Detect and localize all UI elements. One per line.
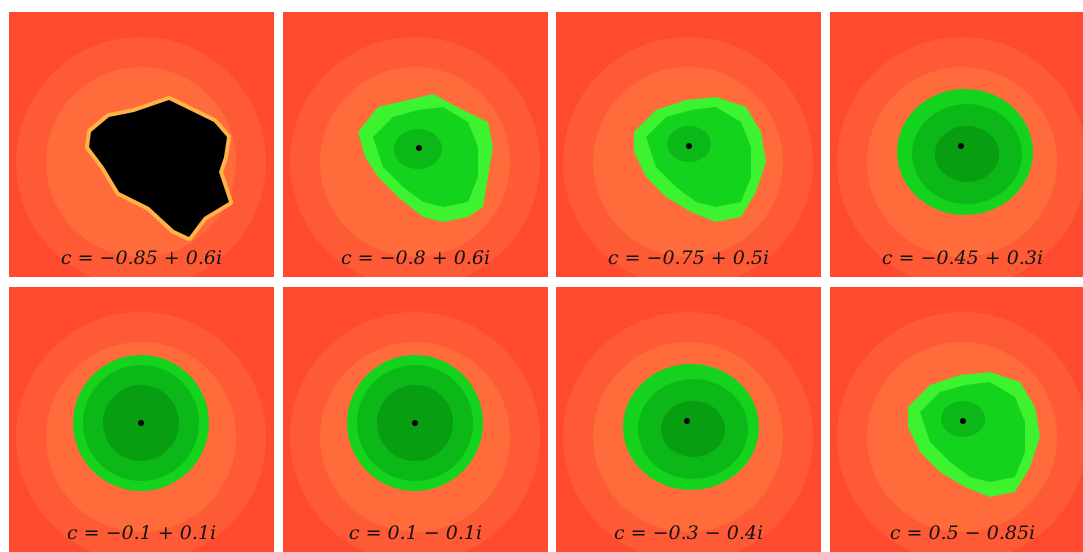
julia-set-image <box>837 37 1083 277</box>
julia-set-image <box>290 312 540 552</box>
julia-set-image <box>563 312 813 552</box>
julia-panel-2: c = −0.8 + 0.6i <box>283 12 548 277</box>
julia-panel-7: c = −0.3 − 0.4i <box>556 287 821 552</box>
julia-set-image <box>16 312 266 552</box>
panel-caption: c = −0.8 + 0.6i <box>340 247 491 269</box>
julia-set-image <box>837 312 1083 552</box>
julia-panel-5: c = −0.1 + 0.1i <box>9 287 274 552</box>
julia-set-image <box>563 37 813 277</box>
julia-set-image <box>290 37 540 277</box>
panel-caption: c = −0.1 + 0.1i <box>66 522 217 544</box>
julia-panel-6: c = 0.1 − 0.1i <box>283 287 548 552</box>
panel-caption: c = 0.5 − 0.85i <box>889 522 1036 544</box>
julia-set-image <box>16 37 266 277</box>
julia-panel-8: c = 0.5 − 0.85i <box>830 287 1083 552</box>
julia-panel-1: c = −0.85 + 0.6i <box>9 12 274 277</box>
panel-caption: c = −0.85 + 0.6i <box>60 247 223 269</box>
panel-caption: c = −0.3 − 0.4i <box>613 522 764 544</box>
panel-caption: c = −0.45 + 0.3i <box>881 247 1044 269</box>
julia-panel-4: c = −0.45 + 0.3i <box>830 12 1083 277</box>
panel-caption: c = −0.75 + 0.5i <box>607 247 770 269</box>
panel-caption: c = 0.1 − 0.1i <box>348 522 483 544</box>
julia-panel-3: c = −0.75 + 0.5i <box>556 12 821 277</box>
